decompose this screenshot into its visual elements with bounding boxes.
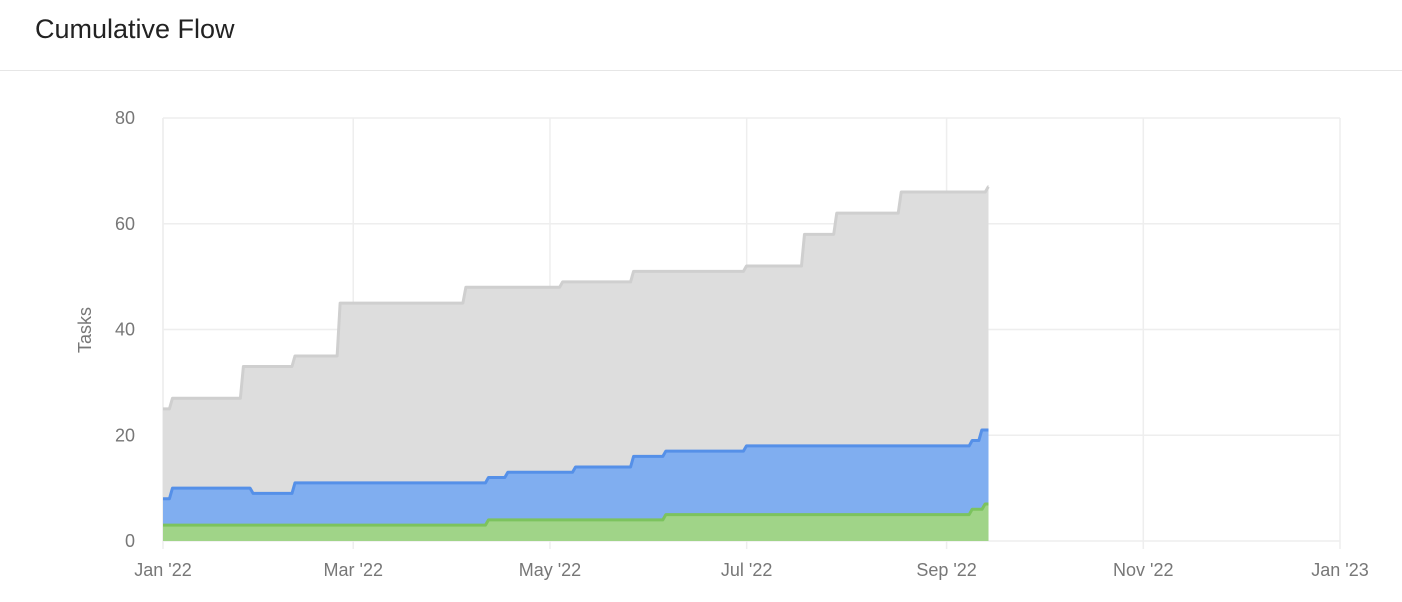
- line-gray: [163, 185, 990, 411]
- x-tick-label: May '22: [519, 560, 581, 580]
- line-green: [163, 502, 989, 527]
- line-blue: [163, 428, 989, 501]
- x-tick-label: Nov '22: [1113, 560, 1173, 580]
- x-tick-label: Mar '22: [324, 560, 383, 580]
- area-green: [163, 503, 989, 541]
- y-tick-label: 80: [115, 108, 135, 128]
- header-divider: [0, 70, 1402, 71]
- x-tick-label: Jul '22: [721, 560, 772, 580]
- page-title: Cumulative Flow: [35, 14, 235, 44]
- y-tick-label: 20: [115, 425, 135, 445]
- axes: 0 20 40 60 80 Jan '22 Mar '22 May '22 Jul '22 Sep…: [115, 108, 1369, 580]
- y-tick-label: 60: [115, 214, 135, 234]
- x-tick-label: Jan '22: [134, 560, 191, 580]
- y-axis-label: Tasks: [75, 307, 95, 353]
- y-tick-label: 40: [115, 320, 135, 340]
- areas: [163, 185, 990, 542]
- y-tick-label: 0: [125, 531, 135, 551]
- x-tick-label: Jan '23: [1311, 560, 1368, 580]
- x-tick-label: Sep '22: [916, 560, 977, 580]
